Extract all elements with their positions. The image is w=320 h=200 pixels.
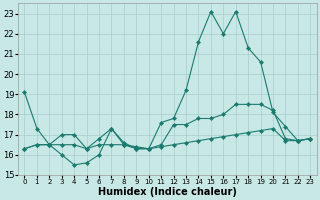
X-axis label: Humidex (Indice chaleur): Humidex (Indice chaleur) xyxy=(98,187,237,197)
